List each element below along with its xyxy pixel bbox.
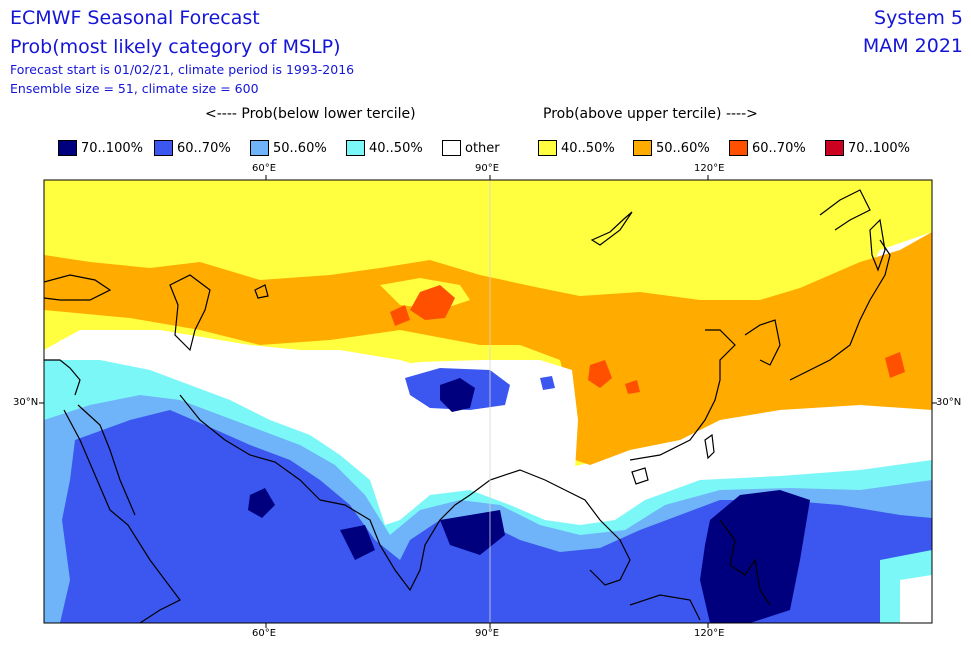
region-below-70-100 <box>440 378 475 412</box>
season-label: MAM 2021 <box>862 35 963 57</box>
legend-item-other: other <box>442 138 500 158</box>
top-tick-60e: 60°E <box>252 163 277 174</box>
legend-label: 40..50% <box>369 140 423 156</box>
legend-swatch <box>633 140 652 156</box>
borneo-coast <box>629 594 701 621</box>
bottom-tick-120e: 120°E <box>694 628 725 639</box>
legend-swatch <box>825 140 844 156</box>
legend-swatch <box>346 140 365 156</box>
legend-label: 40..50% <box>561 140 615 156</box>
china-coast <box>629 329 736 461</box>
coastlines <box>44 189 891 623</box>
bottom-tick-60e: 60°E <box>252 628 277 639</box>
arabian-coast <box>63 409 181 623</box>
legend-label: 50..60% <box>656 140 710 156</box>
japan-coast <box>789 239 891 381</box>
legend-below-label: <---- Prob(below lower tercile) <box>205 106 416 122</box>
legend-item-below-50-60: 50..60% <box>250 138 327 158</box>
persian-gulf-coast <box>179 394 321 501</box>
russia-coast <box>819 189 871 231</box>
india-coast <box>319 469 566 592</box>
red-sea-coast <box>77 404 136 516</box>
baikal-coast <box>590 211 633 246</box>
legend-swatch <box>538 140 557 156</box>
legend-item-above-40-50: 40..50% <box>538 138 615 158</box>
legend-item-below-40-50: 40..50% <box>346 138 423 158</box>
indochina-coast <box>564 489 631 586</box>
forecast-start-info: Forecast start is 01/02/21, climate peri… <box>10 62 355 77</box>
legend-label: 60..70% <box>177 140 231 156</box>
mediterranean-coast <box>44 359 81 396</box>
bottom-tick-90e: 90°E <box>475 628 500 639</box>
legend-label: 70..100% <box>848 140 910 156</box>
black-sea-coast <box>44 274 112 301</box>
legend: 70..100% 60..70% 50..60% 40..50% other 4… <box>0 138 971 158</box>
legend-swatch <box>58 140 77 156</box>
legend-item-above-70-100: 70..100% <box>825 138 910 158</box>
legend-swatch <box>154 140 173 156</box>
region-above-60-70 <box>410 285 455 320</box>
legend-swatch <box>442 140 461 156</box>
legend-item-above-60-70: 60..70% <box>729 138 806 158</box>
region-other <box>60 330 932 525</box>
philippines-coast <box>719 519 771 606</box>
legend-swatch <box>729 140 748 156</box>
right-tick-30n: 30°N <box>936 397 962 408</box>
hainan-coast <box>631 467 649 485</box>
legend-label: 50..60% <box>273 140 327 156</box>
map-frame <box>43 179 933 624</box>
legend-item-above-50-60: 50..60% <box>633 138 710 158</box>
map-subtitle: Prob(most likely category of MSLP) <box>10 36 341 58</box>
legend-swatch <box>250 140 269 156</box>
legend-item-below-70-100: 70..100% <box>58 138 143 158</box>
korea-coast <box>744 319 781 366</box>
top-tick-90e: 90°E <box>475 163 500 174</box>
legend-above-label: Prob(above upper tercile) ----> <box>543 106 758 122</box>
legend-label: 60..70% <box>752 140 806 156</box>
sakhalin-coast <box>869 218 886 272</box>
legend-item-below-60-70: 60..70% <box>154 138 231 158</box>
aral-coast <box>254 284 269 299</box>
tick-marks <box>39 175 937 628</box>
top-tick-120e: 120°E <box>694 163 725 174</box>
probability-field <box>44 180 932 623</box>
taiwan-coast <box>704 433 715 460</box>
caspian-coast <box>169 274 211 352</box>
map-title: ECMWF Seasonal Forecast <box>10 7 260 29</box>
system-label: System 5 <box>874 7 963 29</box>
legend-label: other <box>465 140 500 156</box>
left-tick-30n: 30°N <box>13 397 39 408</box>
legend-label: 70..100% <box>81 140 143 156</box>
ensemble-size-info: Ensemble size = 51, climate size = 600 <box>10 81 259 96</box>
